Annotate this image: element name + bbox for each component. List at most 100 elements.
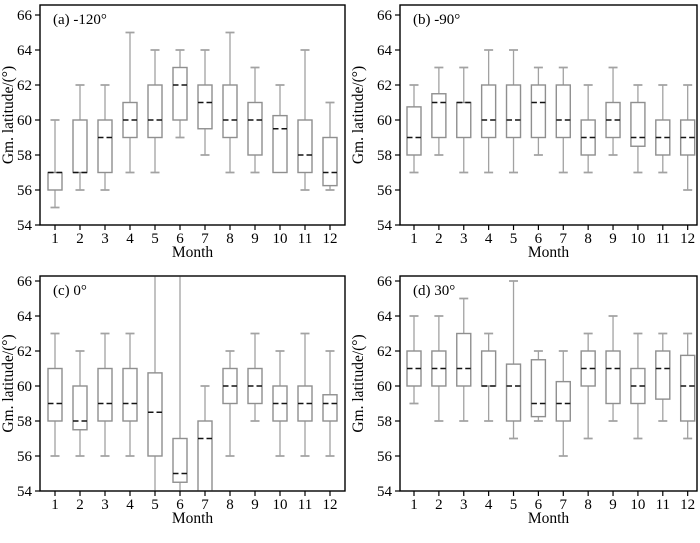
svg-text:2: 2 bbox=[76, 231, 84, 247]
svg-text:62: 62 bbox=[377, 78, 392, 94]
svg-text:56: 56 bbox=[17, 449, 33, 465]
svg-text:62: 62 bbox=[17, 78, 32, 94]
svg-text:9: 9 bbox=[609, 231, 617, 247]
svg-text:58: 58 bbox=[17, 414, 32, 430]
svg-text:62: 62 bbox=[377, 344, 392, 360]
svg-text:54: 54 bbox=[17, 218, 33, 234]
svg-text:56: 56 bbox=[377, 449, 393, 465]
box-month-10 bbox=[630, 332, 646, 440]
panel-c-container: 54 56 58 60 62 64 66 1 2 3 4 5 6 7 8 9 10 11 12 Month Gm. la… bbox=[0, 271, 350, 543]
box-month-12 bbox=[322, 350, 338, 457]
svg-text:5: 5 bbox=[151, 231, 159, 247]
panel-d-container: 54 56 58 60 62 64 66 1 2 3 4 5 6 7 8 9 10 11 12 Month Gm. la… bbox=[350, 271, 700, 543]
svg-text:1: 1 bbox=[410, 497, 418, 513]
svg-text:54: 54 bbox=[377, 218, 393, 234]
svg-text:8: 8 bbox=[584, 231, 592, 247]
x-axis: 1 2 3 4 5 6 7 8 9 10 11 12 bbox=[410, 491, 695, 513]
svg-text:64: 64 bbox=[377, 309, 393, 325]
svg-text:5: 5 bbox=[151, 497, 159, 513]
plot-frame bbox=[399, 4, 698, 226]
svg-text:10: 10 bbox=[273, 231, 288, 247]
box-month-5 bbox=[147, 276, 163, 491]
box-month-2 bbox=[431, 315, 447, 422]
x-axis: 1 2 3 4 5 6 7 8 9 10 11 12 bbox=[51, 225, 338, 247]
x-axis-label: Month bbox=[172, 510, 214, 527]
box-month-5 bbox=[147, 49, 163, 174]
svg-text:11: 11 bbox=[656, 497, 670, 513]
box-month-12 bbox=[322, 101, 338, 191]
svg-text:1: 1 bbox=[51, 497, 59, 513]
boxplot-marks bbox=[406, 280, 696, 457]
svg-text:6: 6 bbox=[535, 497, 543, 513]
box-month-2 bbox=[72, 350, 88, 457]
box-month-3 bbox=[456, 297, 472, 422]
svg-text:7: 7 bbox=[201, 497, 209, 513]
svg-text:58: 58 bbox=[377, 148, 392, 164]
y-axis: 54 56 58 60 62 64 66 bbox=[17, 8, 40, 234]
svg-text:7: 7 bbox=[560, 231, 568, 247]
svg-text:66: 66 bbox=[377, 8, 393, 24]
svg-text:60: 60 bbox=[377, 379, 392, 395]
box-month-4 bbox=[480, 332, 497, 422]
svg-text:12: 12 bbox=[323, 497, 338, 513]
svg-text:2: 2 bbox=[435, 231, 443, 247]
y-axis: 54 56 58 60 62 64 66 bbox=[17, 274, 40, 500]
box-month-7 bbox=[555, 350, 571, 457]
box-month-4 bbox=[122, 332, 138, 457]
box-month-7 bbox=[197, 385, 213, 491]
svg-text:12: 12 bbox=[323, 231, 338, 247]
panel-label: (b) -90° bbox=[413, 12, 460, 28]
svg-text:4: 4 bbox=[126, 231, 134, 247]
svg-text:64: 64 bbox=[17, 43, 33, 59]
svg-text:60: 60 bbox=[17, 113, 32, 129]
box-month-2 bbox=[72, 84, 88, 191]
box-month-8 bbox=[580, 332, 596, 440]
svg-text:11: 11 bbox=[298, 231, 312, 247]
svg-text:10: 10 bbox=[273, 497, 288, 513]
svg-text:4: 4 bbox=[485, 497, 493, 513]
svg-text:66: 66 bbox=[17, 8, 33, 24]
svg-text:60: 60 bbox=[377, 113, 392, 129]
box-month-9 bbox=[605, 315, 621, 422]
box-month-6 bbox=[172, 276, 188, 491]
svg-text:9: 9 bbox=[251, 231, 259, 247]
svg-text:4: 4 bbox=[485, 231, 493, 247]
y-axis-label: Gm. latitude/(°) bbox=[350, 66, 367, 164]
svg-text:56: 56 bbox=[17, 183, 33, 199]
svg-text:6: 6 bbox=[176, 231, 184, 247]
svg-text:9: 9 bbox=[251, 497, 259, 513]
x-axis-label: Month bbox=[172, 244, 214, 261]
box-month-8 bbox=[222, 31, 238, 174]
box-month-9 bbox=[605, 66, 621, 156]
svg-text:64: 64 bbox=[17, 309, 33, 325]
box-month-10 bbox=[272, 350, 288, 457]
box-month-3 bbox=[456, 66, 472, 174]
box-month-5 bbox=[505, 49, 522, 174]
svg-text:3: 3 bbox=[101, 497, 109, 513]
boxplot-marks bbox=[47, 31, 338, 209]
svg-text:1: 1 bbox=[410, 231, 418, 247]
svg-text:11: 11 bbox=[656, 231, 670, 247]
svg-text:3: 3 bbox=[101, 231, 109, 247]
svg-text:12: 12 bbox=[680, 497, 695, 513]
svg-text:11: 11 bbox=[298, 497, 312, 513]
svg-text:54: 54 bbox=[377, 484, 393, 500]
svg-text:7: 7 bbox=[201, 231, 209, 247]
box-month-3 bbox=[97, 84, 113, 191]
x-axis: 1 2 3 4 5 6 7 8 9 10 11 12 bbox=[51, 491, 338, 513]
y-axis-label: Gm. latitude/(°) bbox=[0, 66, 17, 164]
panel-label: (a) -120° bbox=[53, 12, 107, 28]
svg-text:58: 58 bbox=[377, 414, 392, 430]
svg-text:64: 64 bbox=[377, 43, 393, 59]
svg-text:1: 1 bbox=[51, 231, 59, 247]
svg-text:10: 10 bbox=[630, 497, 645, 513]
panel-a-container: 54 56 58 60 62 64 66 1 2 3 4 5 6 7 8 9 10 11 12 Month Gm. la… bbox=[0, 0, 350, 272]
svg-text:3: 3 bbox=[460, 497, 468, 513]
svg-text:6: 6 bbox=[535, 231, 543, 247]
svg-text:4: 4 bbox=[126, 497, 134, 513]
box-month-10 bbox=[272, 84, 288, 174]
